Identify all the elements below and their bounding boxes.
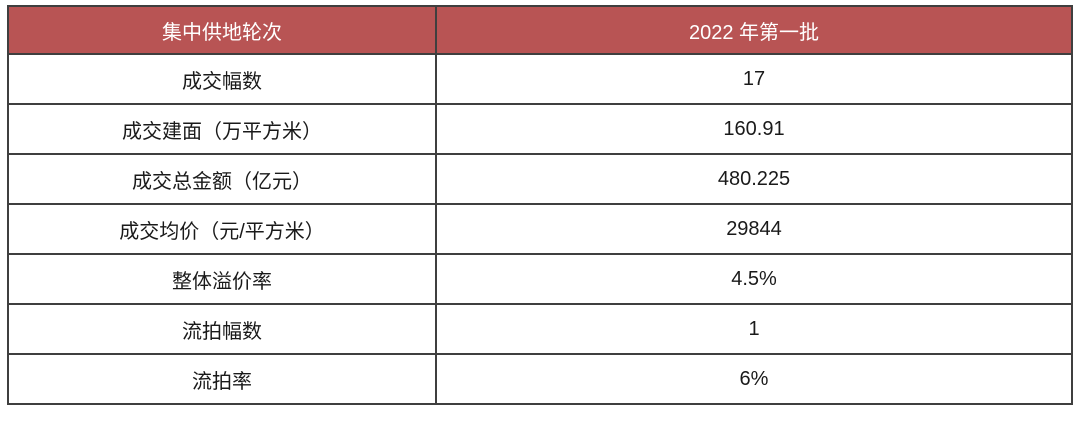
row-value-cell: 480.225: [435, 153, 1073, 205]
table-row: 成交均价（元/平方米） 29844: [7, 203, 1073, 255]
row-value-cell: 160.91: [435, 103, 1073, 155]
row-label-cell: 成交总金额（亿元）: [7, 153, 437, 205]
table-header-row: 集中供地轮次 2022 年第一批: [7, 5, 1073, 55]
header-cell-batch: 2022 年第一批: [435, 5, 1073, 55]
table-row: 成交总金额（亿元） 480.225: [7, 153, 1073, 205]
table-row: 成交幅数 17: [7, 53, 1073, 105]
row-label-cell: 流拍率: [7, 353, 437, 405]
row-value-cell: 6%: [435, 353, 1073, 405]
table-row: 成交建面（万平方米） 160.91: [7, 103, 1073, 155]
table-row: 流拍幅数 1: [7, 303, 1073, 355]
row-label-cell: 成交建面（万平方米）: [7, 103, 437, 155]
table-row: 流拍率 6%: [7, 353, 1073, 405]
table-row: 整体溢价率 4.5%: [7, 253, 1073, 305]
row-label-cell: 成交均价（元/平方米）: [7, 203, 437, 255]
row-value-cell: 4.5%: [435, 253, 1073, 305]
row-label-cell: 整体溢价率: [7, 253, 437, 305]
row-value-cell: 17: [435, 53, 1073, 105]
land-supply-table: 集中供地轮次 2022 年第一批 成交幅数 17 成交建面（万平方米） 160.91 成…: [7, 5, 1073, 405]
row-label-cell: 流拍幅数: [7, 303, 437, 355]
header-cell-round: 集中供地轮次: [7, 5, 437, 55]
row-value-cell: 29844: [435, 203, 1073, 255]
row-value-cell: 1: [435, 303, 1073, 355]
row-label-cell: 成交幅数: [7, 53, 437, 105]
